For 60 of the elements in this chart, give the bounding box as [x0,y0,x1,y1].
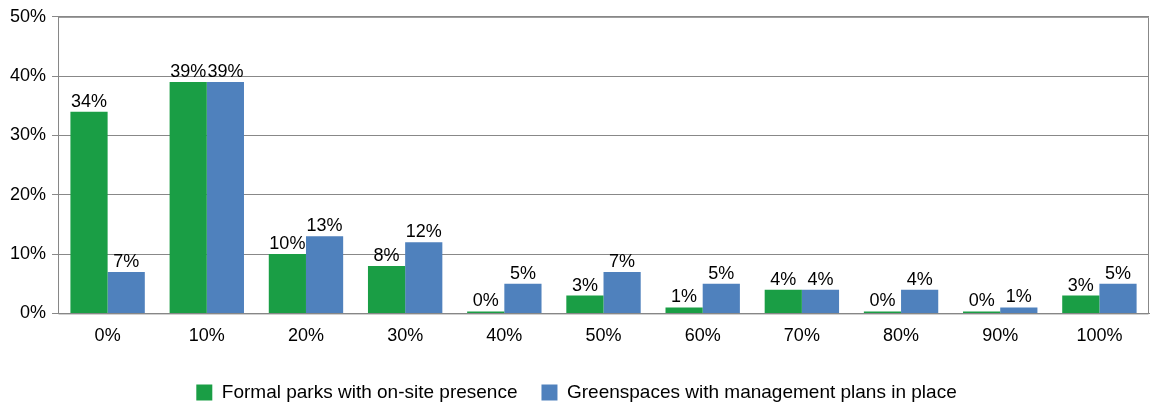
bar [169,82,207,313]
bar [268,254,306,313]
bar [603,271,641,313]
bar [801,289,840,313]
y-tick-label: 10% [10,243,47,264]
data-label: 10% [269,233,306,254]
bar [504,283,542,313]
data-label: 39% [207,61,244,82]
bar [405,242,443,313]
data-label: 3% [1067,274,1094,295]
data-label: 8% [373,244,400,265]
x-tick-label: 60% [684,325,721,346]
data-label: 4% [770,268,797,289]
data-label: 4% [807,268,834,289]
data-label: 7% [609,250,636,271]
data-label: 34% [71,90,108,111]
bar [305,236,344,313]
x-tick-label: 80% [883,325,920,346]
data-label: 1% [671,286,698,307]
y-tick-label: 30% [10,124,47,145]
bar [206,82,244,313]
bar [901,289,939,313]
data-label: 5% [509,262,536,283]
bar [702,283,740,313]
data-label: 4% [906,268,933,289]
bar [1000,307,1038,313]
data-label: 1% [1005,286,1032,307]
data-label: 0% [869,290,896,311]
data-label: 0% [968,290,995,311]
bar [1099,283,1137,313]
data-label: 7% [113,250,140,271]
bar [764,289,802,313]
x-tick-label: 0% [94,325,121,346]
x-tick-label: 30% [387,325,424,346]
y-tick-label: 50% [10,5,47,26]
y-tick-label: 20% [10,183,47,204]
x-tick-label: 100% [1076,325,1123,346]
x-tick-label: 40% [486,325,523,346]
data-label: 3% [571,274,598,295]
x-tick-label: 20% [287,325,324,346]
data-label: 39% [170,61,207,82]
x-tick-label: 70% [783,325,820,346]
data-label: 5% [1105,262,1132,283]
data-label: 12% [405,221,442,242]
bar [367,265,406,313]
y-tick-label: 40% [10,65,47,86]
legend-label: Formal parks with on-site presence [221,380,518,402]
bar [70,111,108,313]
bar [107,271,145,313]
bar [1062,295,1100,313]
bar [566,295,604,313]
bar [665,307,703,313]
data-label: 13% [306,215,343,236]
x-tick-label: 90% [982,325,1019,346]
data-label: 0% [472,290,499,311]
x-tick-label: 10% [188,325,225,346]
x-tick-label: 50% [585,325,622,346]
y-tick-label: 0% [20,302,47,323]
data-label: 5% [708,262,735,283]
legend-label: Greenspaces with management plans in place [566,380,957,402]
